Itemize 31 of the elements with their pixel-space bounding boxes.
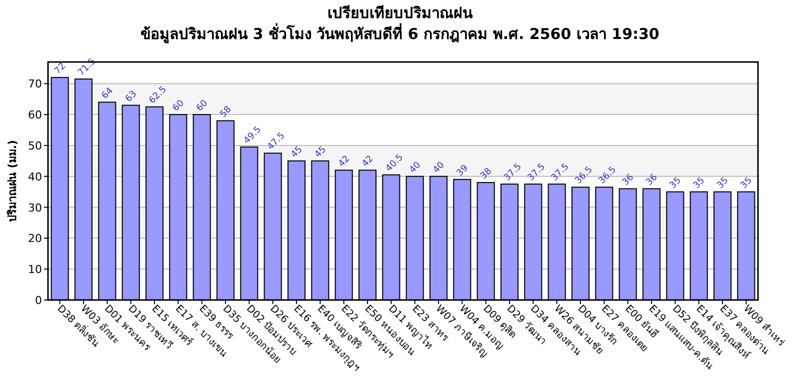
chart-subtitle: ข้อมูลปริมาณฝน 3 ชั่วโมง วันพฤหัสบดีที่ 6 กรกฎาคม พ.ศ. 2560 เวลา 19:30 bbox=[140, 23, 660, 44]
y-tick-label: 50 bbox=[28, 139, 42, 152]
data-label: 60 bbox=[171, 98, 187, 114]
data-label: 45 bbox=[290, 144, 305, 160]
y-tick-label: 10 bbox=[28, 263, 42, 276]
data-label: 63 bbox=[124, 89, 140, 104]
data-label: 42 bbox=[360, 154, 376, 170]
y-tick-label: 30 bbox=[28, 201, 42, 214]
data-label: 40 bbox=[432, 160, 447, 176]
y-axis-title: ปริมาณฝน (มม.) bbox=[6, 140, 19, 222]
data-label: 42 bbox=[336, 154, 352, 170]
y-tick-label: 40 bbox=[28, 170, 42, 184]
data-label: 35 bbox=[716, 176, 731, 191]
y-tick-label: 60 bbox=[28, 108, 42, 122]
y-tick-label: 70 bbox=[28, 78, 42, 91]
y-tick-label: 0 bbox=[35, 294, 42, 307]
data-label: 72 bbox=[52, 61, 68, 77]
data-label: 39 bbox=[455, 163, 471, 179]
data-label: 35 bbox=[739, 176, 754, 191]
data-label: 35 bbox=[668, 176, 684, 191]
data-label: 38 bbox=[478, 166, 494, 182]
data-label: 35 bbox=[692, 176, 708, 191]
chart-title: เปรียบเทียบปริมาณฝน bbox=[328, 4, 474, 22]
data-label: 40 bbox=[408, 160, 424, 176]
data-label: 60 bbox=[194, 98, 210, 114]
data-label: 36 bbox=[620, 172, 636, 188]
y-tick-label: 20 bbox=[28, 232, 42, 246]
data-label: 36 bbox=[644, 172, 660, 188]
data-label: 64 bbox=[100, 86, 116, 102]
data-label: 45 bbox=[313, 144, 328, 160]
data-label: 58 bbox=[218, 104, 234, 120]
